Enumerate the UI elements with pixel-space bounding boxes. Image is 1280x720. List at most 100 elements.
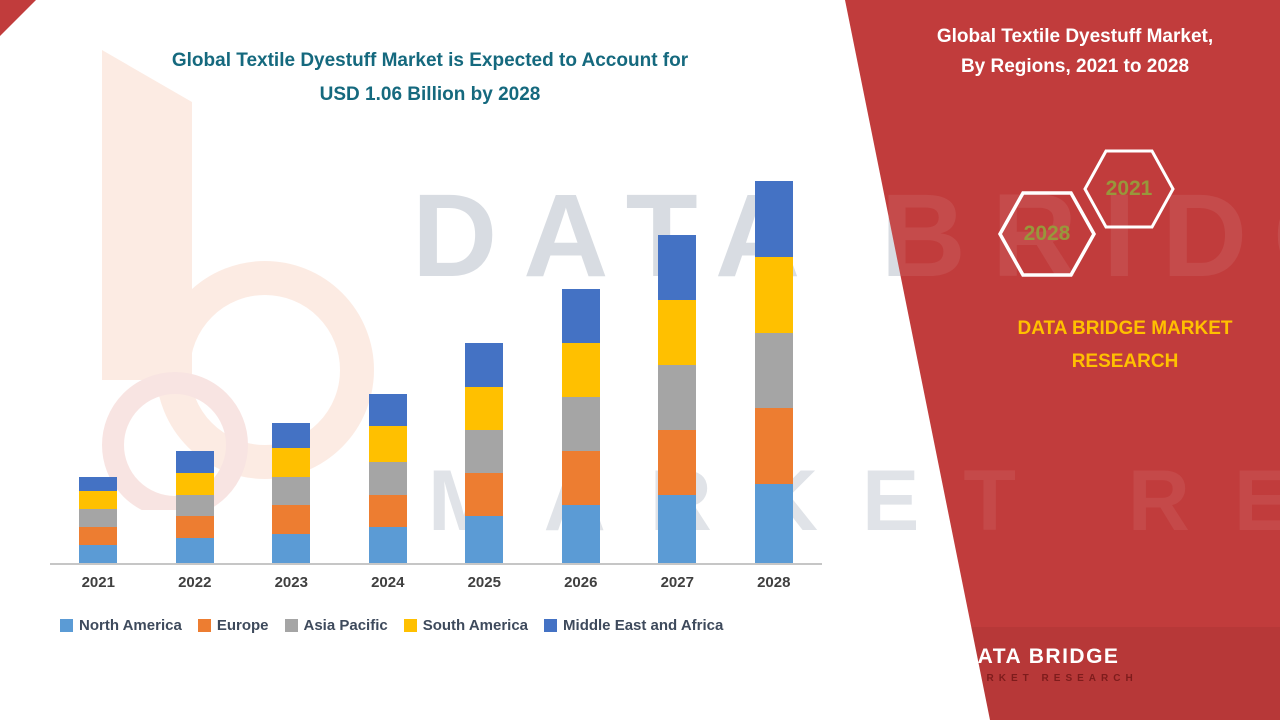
segment-north-america bbox=[754, 483, 793, 563]
hexagon-outline-icon bbox=[1083, 149, 1175, 229]
hex-badge-2021: 2021 bbox=[1082, 148, 1176, 230]
x-axis-label-2021: 2021 bbox=[81, 574, 115, 591]
segment-middle-east-and-africa bbox=[561, 289, 600, 344]
segment-north-america bbox=[658, 494, 697, 563]
segment-middle-east-and-africa bbox=[368, 393, 407, 427]
segment-south-america bbox=[79, 491, 118, 509]
legend-swatch-icon bbox=[544, 619, 558, 632]
hex-badge-year: 2028 bbox=[1023, 222, 1071, 245]
segment-asia-pacific bbox=[368, 462, 407, 495]
brand-text-line2: RESEARCH bbox=[1071, 351, 1179, 372]
legend-item-asia-pacific: Asia Pacific bbox=[284, 617, 388, 634]
brand-text-line1: DATA BRIDGE MARKET bbox=[1017, 318, 1233, 339]
legend-swatch-icon bbox=[403, 619, 417, 632]
segment-asia-pacific bbox=[754, 332, 793, 409]
legend-label: Asia Pacific bbox=[303, 617, 388, 634]
legend-swatch-icon bbox=[284, 619, 298, 632]
stacked-bar-chart bbox=[50, 165, 822, 565]
segment-europe bbox=[658, 429, 697, 495]
segment-south-america bbox=[368, 426, 407, 463]
x-axis-label-2022: 2022 bbox=[178, 574, 212, 591]
segment-europe bbox=[272, 505, 311, 535]
bar-column-2022 bbox=[147, 451, 244, 563]
segment-asia-pacific bbox=[465, 429, 504, 474]
segment-asia-pacific bbox=[79, 509, 118, 527]
legend-swatch-icon bbox=[197, 619, 211, 632]
legend-label: Europe bbox=[216, 617, 269, 634]
segment-middle-east-and-africa bbox=[465, 343, 504, 387]
footer-logo-name: DATA BRIDGE bbox=[961, 644, 1120, 668]
segment-north-america bbox=[79, 545, 118, 563]
x-axis-labels: 2021 2022 2023 2024 2025 2026 2027 2028 bbox=[50, 574, 822, 591]
segment-europe bbox=[754, 408, 793, 484]
segment-south-america bbox=[175, 473, 214, 495]
stacked-bar-2025 bbox=[465, 343, 504, 563]
brand-text: DATA BRIDGE MARKET RESEARCH bbox=[950, 312, 1280, 378]
chart-title-line1: Global Textile Dyestuff Market is Expect… bbox=[171, 50, 689, 71]
segment-asia-pacific bbox=[175, 494, 214, 517]
x-axis-label-2024: 2024 bbox=[371, 574, 405, 591]
segment-middle-east-and-africa bbox=[754, 181, 793, 258]
x-axis-label-2025: 2025 bbox=[467, 574, 501, 591]
watermark-logo-icon bbox=[60, 50, 390, 518]
chart-legend: North America Europe Asia Pacific South Ame… bbox=[60, 617, 840, 634]
stacked-bar-2024 bbox=[368, 393, 407, 563]
hexagon-outline-icon bbox=[997, 191, 1097, 277]
segment-middle-east-and-africa bbox=[272, 422, 311, 448]
legend-label: Middle East and Africa bbox=[563, 617, 724, 634]
segment-north-america bbox=[272, 534, 311, 563]
legend-label: North America bbox=[79, 617, 182, 634]
segment-south-america bbox=[561, 343, 600, 398]
footer-logo-subtitle: MARKET RESEARCH bbox=[961, 672, 1138, 684]
chart-title: Global Textile Dyestuff Market is Expect… bbox=[60, 44, 800, 112]
x-axis-label-2026: 2026 bbox=[564, 574, 598, 591]
segment-north-america bbox=[465, 516, 504, 563]
bar-column-2027 bbox=[629, 235, 726, 563]
bar-column-2023 bbox=[243, 422, 340, 563]
hex-badge-2028: 2028 bbox=[997, 190, 1097, 278]
stacked-bar-2028 bbox=[754, 181, 793, 563]
bar-column-2028 bbox=[726, 181, 823, 563]
legend-label: South America bbox=[422, 617, 529, 634]
bar-column-2026 bbox=[533, 289, 630, 563]
svg-text:b: b bbox=[911, 647, 930, 684]
legend-item-middle-east-and-africa: Middle East and Africa bbox=[544, 617, 723, 634]
segment-europe bbox=[368, 494, 407, 527]
segment-europe bbox=[561, 451, 600, 506]
segment-north-america bbox=[175, 537, 214, 563]
chart-title-line2: USD 1.06 Billion by 2028 bbox=[319, 84, 541, 105]
x-axis-label-2028: 2028 bbox=[757, 574, 791, 591]
legend-item-south-america: South America bbox=[403, 617, 529, 634]
bar-column-2025 bbox=[436, 343, 533, 563]
footer-logo-texts: DATA BRIDGE MARKET RESEARCH bbox=[961, 645, 1138, 684]
segment-south-america bbox=[465, 386, 504, 430]
corner-accent-triangle bbox=[0, 0, 36, 36]
stacked-bar-2026 bbox=[561, 289, 600, 563]
bar-column-2021 bbox=[50, 476, 147, 563]
panel-heading-line1: Global Textile Dyestuff Market, bbox=[936, 26, 1214, 47]
stacked-bar-2027 bbox=[658, 235, 697, 563]
panel-heading: Global Textile Dyestuff Market, By Regio… bbox=[880, 22, 1270, 82]
stacked-bar-2022 bbox=[175, 451, 214, 563]
hex-badge-year: 2021 bbox=[1105, 177, 1153, 200]
stacked-bar-2023 bbox=[272, 422, 311, 563]
segment-asia-pacific bbox=[272, 476, 311, 506]
segment-europe bbox=[175, 516, 214, 538]
bar-column-2024 bbox=[340, 393, 437, 563]
panel-heading-line2: By Regions, 2021 to 2028 bbox=[960, 56, 1190, 77]
segment-north-america bbox=[368, 527, 407, 563]
segment-asia-pacific bbox=[658, 365, 697, 430]
segment-middle-east-and-africa bbox=[79, 476, 118, 491]
legend-item-europe: Europe bbox=[197, 617, 269, 634]
databridge-logo-icon: b bbox=[895, 638, 947, 690]
segment-asia-pacific bbox=[561, 397, 600, 452]
legend-item-north-america: North America bbox=[60, 617, 182, 634]
footer-logo: b DATA BRIDGE MARKET RESEARCH bbox=[893, 636, 1138, 692]
x-axis-label-2023: 2023 bbox=[274, 574, 308, 591]
segment-europe bbox=[79, 527, 118, 545]
stacked-bar-2021 bbox=[79, 476, 118, 563]
segment-south-america bbox=[658, 300, 697, 366]
x-axis-label-2027: 2027 bbox=[660, 574, 694, 591]
segment-europe bbox=[465, 473, 504, 517]
